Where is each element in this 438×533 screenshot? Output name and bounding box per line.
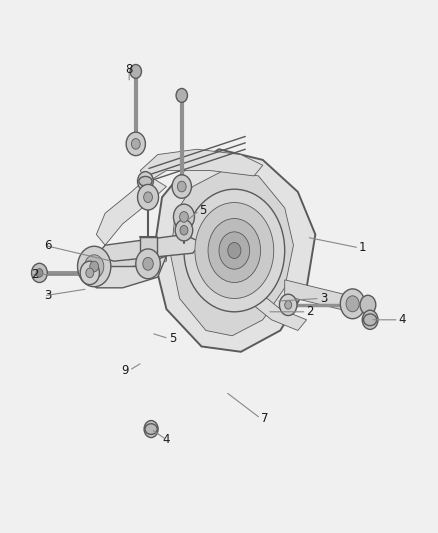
Text: 5: 5 [199, 204, 207, 217]
Circle shape [126, 132, 145, 156]
Circle shape [340, 289, 365, 319]
Text: 5: 5 [169, 332, 176, 345]
Circle shape [180, 212, 188, 222]
Circle shape [346, 296, 359, 312]
Text: 2: 2 [307, 305, 314, 318]
Circle shape [144, 421, 158, 438]
Circle shape [184, 189, 285, 312]
Circle shape [172, 175, 191, 198]
Circle shape [86, 268, 94, 278]
Circle shape [90, 261, 99, 272]
Circle shape [36, 269, 43, 277]
Ellipse shape [145, 424, 157, 434]
Circle shape [228, 243, 241, 259]
Polygon shape [96, 248, 166, 272]
Circle shape [176, 88, 187, 102]
Circle shape [80, 261, 99, 285]
Circle shape [138, 172, 153, 191]
Text: 2: 2 [31, 268, 38, 281]
Text: 3: 3 [44, 289, 51, 302]
Text: 3: 3 [320, 292, 327, 305]
Circle shape [180, 225, 188, 235]
Circle shape [32, 263, 47, 282]
Ellipse shape [364, 314, 377, 326]
Text: 4: 4 [399, 313, 406, 326]
Polygon shape [96, 176, 166, 245]
Ellipse shape [139, 176, 152, 186]
Circle shape [285, 301, 292, 309]
Polygon shape [140, 149, 263, 181]
Circle shape [177, 181, 186, 192]
Circle shape [195, 203, 274, 298]
Circle shape [279, 294, 297, 316]
Circle shape [208, 219, 261, 282]
Circle shape [131, 139, 140, 149]
Text: 4: 4 [162, 433, 170, 446]
Circle shape [360, 295, 376, 314]
Circle shape [78, 246, 111, 287]
Circle shape [143, 257, 153, 270]
Text: 1: 1 [359, 241, 367, 254]
Circle shape [136, 249, 160, 279]
Polygon shape [96, 235, 201, 261]
Text: 6: 6 [44, 239, 51, 252]
Circle shape [138, 184, 159, 210]
Text: 7: 7 [261, 412, 268, 425]
Text: 8: 8 [126, 63, 133, 76]
Circle shape [173, 204, 194, 230]
Circle shape [144, 192, 152, 203]
Text: 9: 9 [122, 364, 129, 377]
Polygon shape [88, 256, 166, 288]
Polygon shape [171, 171, 293, 336]
Circle shape [130, 64, 141, 78]
Polygon shape [153, 149, 315, 352]
Circle shape [219, 232, 250, 269]
Polygon shape [285, 280, 350, 312]
Circle shape [175, 220, 193, 241]
Circle shape [85, 255, 104, 278]
Polygon shape [140, 237, 157, 260]
Circle shape [362, 310, 378, 329]
Polygon shape [245, 288, 307, 330]
